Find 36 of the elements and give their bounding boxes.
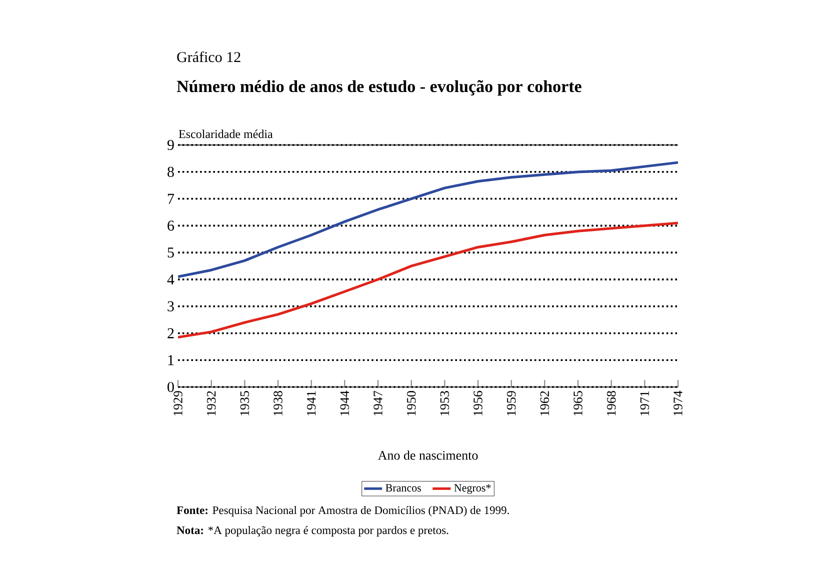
x-axis-title: Ano de nascimento: [378, 450, 478, 460]
y-tick-label: 6: [168, 220, 174, 231]
y-tick-label: 0: [168, 382, 174, 392]
y-tick-label: 4: [167, 274, 174, 284]
y-tick-label: 9: [167, 140, 174, 150]
y-tick-label: 1: [168, 355, 174, 366]
line-series: [178, 161, 678, 278]
legend-label: Brancos: [386, 484, 421, 492]
x-tick-label: 1971: [640, 391, 650, 416]
x-tick-label: 1962: [540, 391, 550, 416]
x-tick-label: 1956: [474, 390, 482, 416]
x-tick-label: 1968: [606, 391, 616, 416]
chart-subtitle: Número médio de anos de estudo - evolução por cohorte: [176, 80, 582, 96]
y-axis-title: Escolaridade média: [178, 130, 273, 138]
x-tick-label: 1938: [274, 391, 282, 416]
x-tick-label: 1965: [574, 391, 582, 416]
x-tick-label: 1953: [440, 391, 450, 416]
x-tick-label: 1932: [206, 391, 216, 416]
text: Fonte: Pesquisa Nacional por Amostra de Domicílios (PNAD) de 1999.: [176, 506, 509, 516]
x-tick-label: 1944: [340, 390, 350, 416]
y-tick-label: 2: [168, 328, 174, 338]
y-tick-label: 3: [168, 301, 174, 312]
legend-label: Negros*: [454, 484, 491, 494]
y-tick-label: 8: [168, 166, 174, 177]
x-tick-label: 1935: [240, 391, 250, 416]
line-series: [178, 222, 678, 339]
x-tick-label: 1947: [374, 390, 382, 416]
x-tick-label: 1929: [174, 391, 182, 416]
text: Nota: *A população negra é composta por pardos e pretos.: [176, 526, 448, 536]
x-tick-label: 1959: [506, 391, 516, 416]
y-tick-label: 5: [168, 248, 174, 258]
y-tick-label: 7: [168, 194, 174, 204]
x-tick-label: 1950: [406, 391, 416, 416]
x-tick-label: 1941: [306, 391, 316, 416]
chart-title: Gráfico 12: [177, 51, 240, 62]
x-tick-label: 1974: [674, 390, 682, 416]
